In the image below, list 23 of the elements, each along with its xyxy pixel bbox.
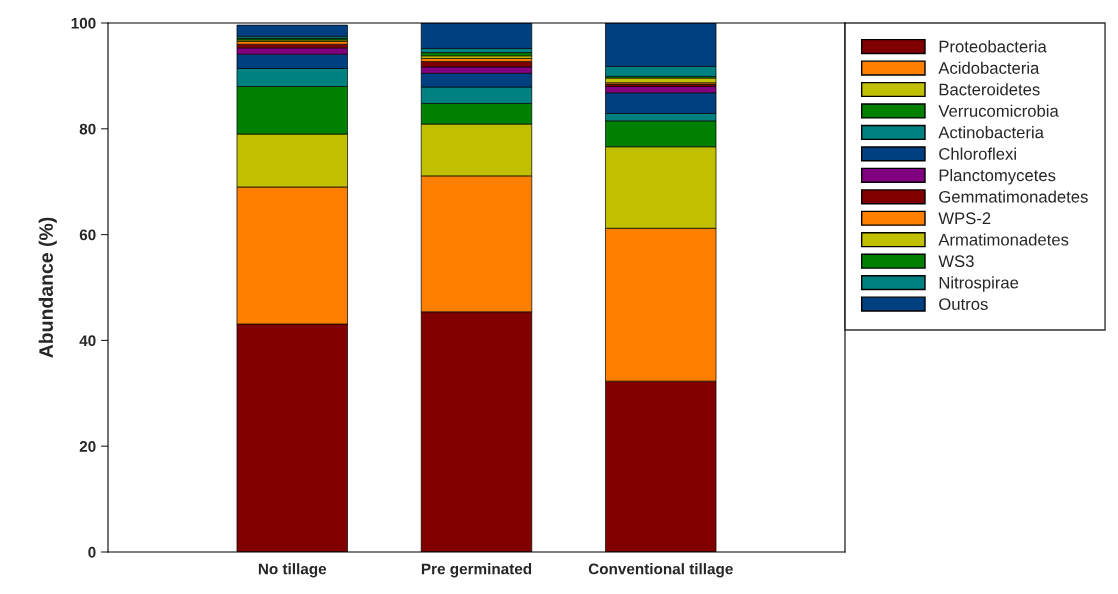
legend-label: Bacteroidetes: [939, 83, 1040, 96]
y-tick-label: 60: [79, 229, 96, 241]
legend-label: WS3: [938, 255, 974, 268]
y-tick-label: 100: [71, 17, 96, 29]
y-tick-label: 80: [79, 123, 96, 135]
y-tick-label: 40: [79, 335, 96, 347]
legend-label: Proteobacteria: [939, 40, 1047, 53]
legend-label: Armatimonadetes: [938, 233, 1069, 246]
legend-label: Actinobacteria: [938, 126, 1044, 139]
legend-label: Gemmatimonadetes: [939, 190, 1088, 203]
y-axis-title: Abundance (%): [38, 217, 57, 358]
x-tick-label: Pre germinated: [421, 563, 532, 578]
y-tick-label: 20: [79, 441, 96, 452]
x-tick-label: No tillage: [258, 563, 327, 578]
legend-label: Planctomycetes: [939, 169, 1056, 185]
y-tick-label: 0: [88, 546, 96, 558]
legend-label: WPS-2: [938, 212, 991, 225]
x-tick-label: Conventional tillage: [588, 563, 733, 578]
legend-label: Acidobacteria: [938, 61, 1040, 74]
legend-label: Verrucomicrobia: [938, 104, 1059, 117]
legend-label: Chloroflexi: [939, 147, 1016, 160]
legend-label: Outros: [939, 298, 988, 310]
legend-label: Nitrospirae: [939, 276, 1019, 292]
